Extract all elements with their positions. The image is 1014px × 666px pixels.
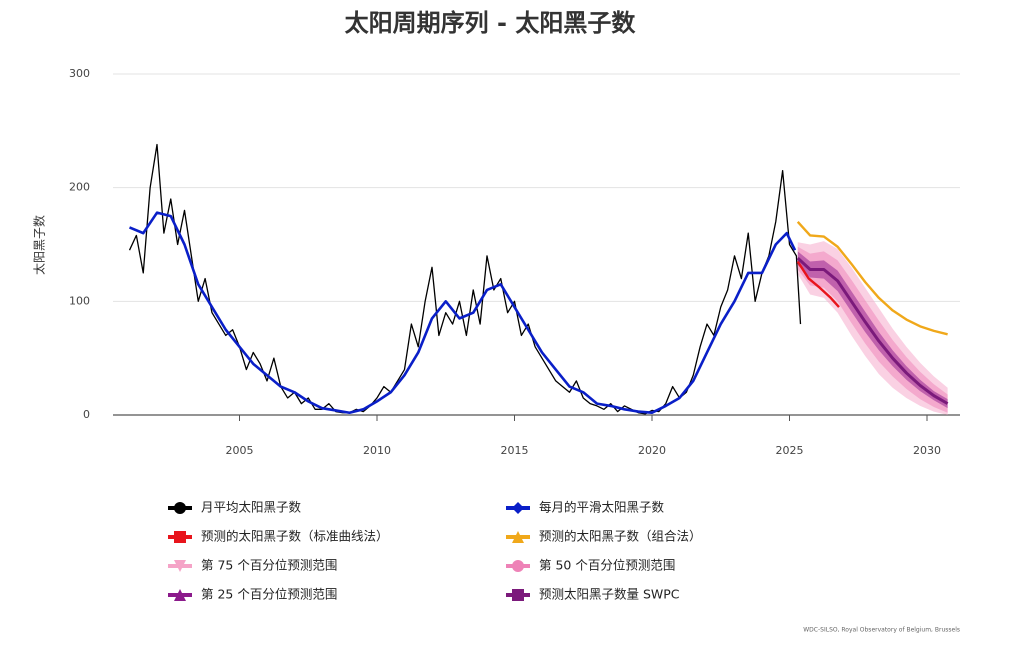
percentile-band xyxy=(797,251,948,409)
y-tick-label: 100 xyxy=(69,294,90,307)
series-line xyxy=(129,211,797,415)
legend-marker xyxy=(512,502,524,514)
chart-title: 太阳周期序列 - 太阳黑子数 xyxy=(345,9,637,37)
legend-marker xyxy=(174,531,186,543)
y-tick-label: 0 xyxy=(83,408,90,421)
x-tick-label: 2020 xyxy=(638,444,666,457)
legend-label: 月平均太阳黑子数 xyxy=(201,500,302,515)
y-tick-label: 300 xyxy=(69,67,90,80)
x-tick-label: 2010 xyxy=(363,444,391,457)
y-axis-label: 太阳黑子数 xyxy=(32,215,47,275)
legend-marker xyxy=(174,560,186,572)
series-line xyxy=(796,257,949,405)
legend-marker xyxy=(512,560,524,572)
legend-label: 每月的平滑太阳黑子数 xyxy=(539,500,665,515)
legend-label: 预测的太阳黑子数（组合法） xyxy=(539,529,702,544)
x-tick-label: 2025 xyxy=(776,444,804,457)
y-tick-label: 200 xyxy=(69,181,90,194)
series-line xyxy=(796,260,840,308)
legend-label: 第 50 个百分位预测范围 xyxy=(539,558,675,573)
legend-marker xyxy=(174,589,186,601)
legend-label: 预测太阳黑子数量 SWPC xyxy=(539,587,680,602)
legend-marker xyxy=(512,531,524,543)
x-tick-label: 2030 xyxy=(913,444,941,457)
x-tick-label: 2015 xyxy=(501,444,529,457)
legend-marker xyxy=(512,589,524,601)
legend-marker xyxy=(174,502,186,514)
series-line xyxy=(796,220,948,336)
legend-label: 第 25 个百分位预测范围 xyxy=(201,587,337,602)
legend-label: 预测的太阳黑子数（标准曲线法） xyxy=(201,529,389,544)
x-tick-label: 2005 xyxy=(226,444,254,457)
legend-label: 第 75 个百分位预测范围 xyxy=(201,558,337,573)
credit: WDC-SILSO, Royal Observatory of Belgium,… xyxy=(803,627,960,634)
series-line xyxy=(128,143,802,415)
